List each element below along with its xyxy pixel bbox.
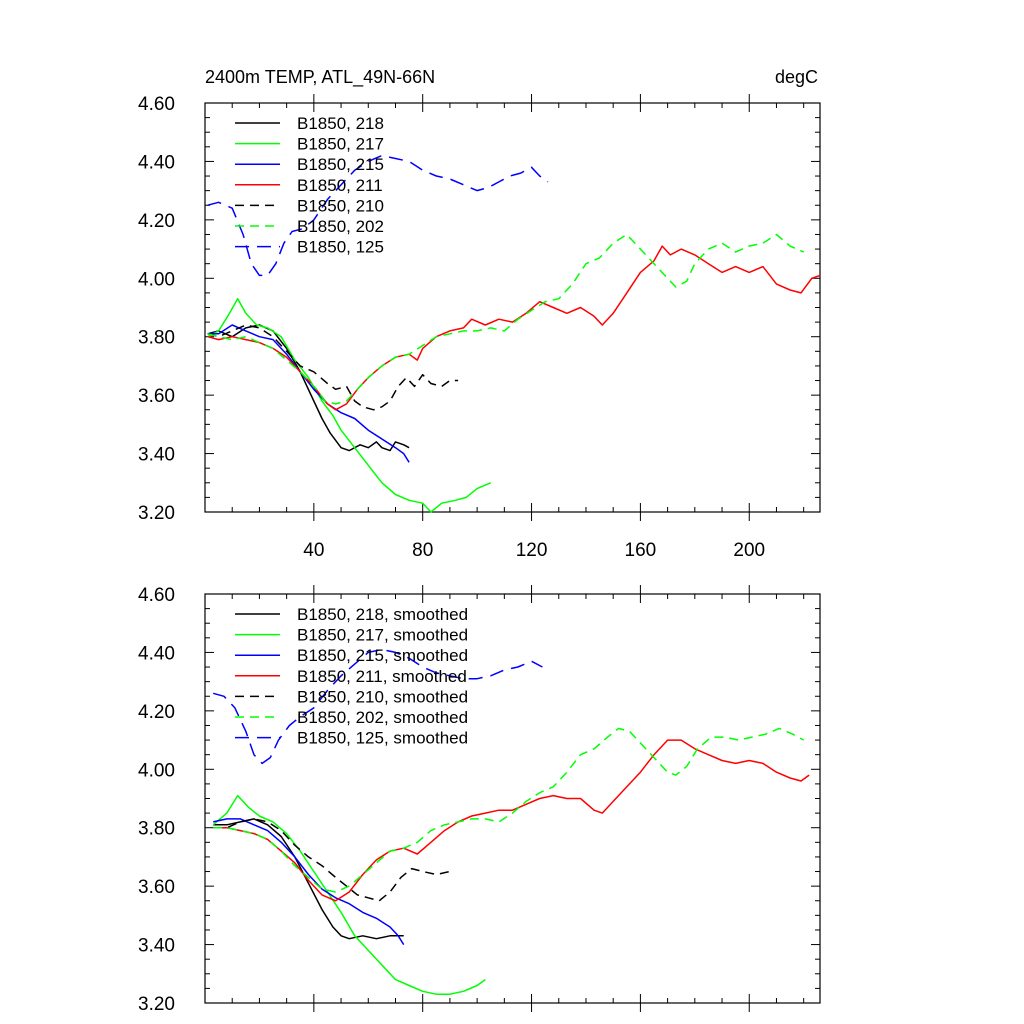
legend-label: B1850, 210, smoothed	[297, 687, 468, 706]
y-tick-label: 4.20	[138, 702, 175, 723]
legend-label: B1850, 210	[297, 196, 384, 215]
series-line	[207, 245, 821, 411]
top-panel: 3.20 3.40 3.60 3.80 4.00 4.20 4.40 4.60 40 80 120 1…	[138, 67, 821, 561]
y-tick-label: 3.40	[138, 445, 175, 466]
bottom-panel: 3.20 3.40 3.60 3.80 4.00 4.20 4.40 4.60 B1850, 2…	[138, 585, 821, 1015]
series-line	[213, 727, 805, 893]
y-tick-label: 4.40	[138, 152, 175, 173]
series-line	[213, 818, 405, 945]
y-tick-label: 3.60	[138, 877, 175, 898]
units-label: degC	[775, 67, 818, 87]
y-tick-label: 4.60	[138, 585, 175, 606]
series-line	[212, 794, 486, 995]
series-line	[207, 324, 459, 411]
legend-label: B1850, 125	[297, 238, 384, 257]
y-tick-label: 3.80	[138, 819, 175, 840]
x-tick-label: 80	[412, 540, 433, 561]
series-line	[207, 154, 549, 277]
chart-title: 2400m TEMP, ATL_49N-66N	[205, 67, 435, 88]
x-tick-label: 200	[733, 540, 765, 561]
series-line	[213, 739, 810, 902]
y-tick-label: 3.20	[138, 994, 175, 1015]
legend-label: B1850, 202, smoothed	[297, 708, 468, 727]
y-tick-label: 4.00	[138, 269, 175, 290]
legend-label: B1850, 211	[297, 176, 383, 195]
x-tick-label: 120	[516, 540, 548, 561]
legend-label: B1850, 215	[297, 155, 384, 174]
series-line	[207, 324, 410, 452]
y-tick-label: 3.80	[138, 328, 175, 349]
series-line	[207, 297, 491, 513]
y-tick-label: 4.00	[138, 760, 175, 781]
legend-label: B1850, 217	[297, 135, 384, 154]
y-tick-label: 4.60	[138, 94, 175, 115]
legend-label: B1850, 218	[297, 114, 384, 133]
y-tick-label: 3.20	[138, 503, 175, 524]
legend-label: B1850, 218, smoothed	[297, 605, 468, 624]
y-tick-label: 3.40	[138, 936, 175, 957]
y-tick-label: 4.40	[138, 643, 175, 664]
legend-label: B1850, 202	[297, 217, 384, 236]
series-line	[207, 324, 410, 463]
legend-label: B1850, 217, smoothed	[297, 626, 468, 645]
y-tick-label: 3.60	[138, 386, 175, 407]
x-tick-label: 40	[303, 540, 324, 561]
legend-label: B1850, 215, smoothed	[297, 646, 468, 665]
series-line	[213, 818, 451, 902]
legend-label: B1850, 211, smoothed	[297, 667, 467, 686]
x-tick-label: 160	[625, 540, 657, 561]
y-tick-label: 4.20	[138, 211, 175, 232]
legend-label: B1850, 125, smoothed	[297, 729, 468, 748]
